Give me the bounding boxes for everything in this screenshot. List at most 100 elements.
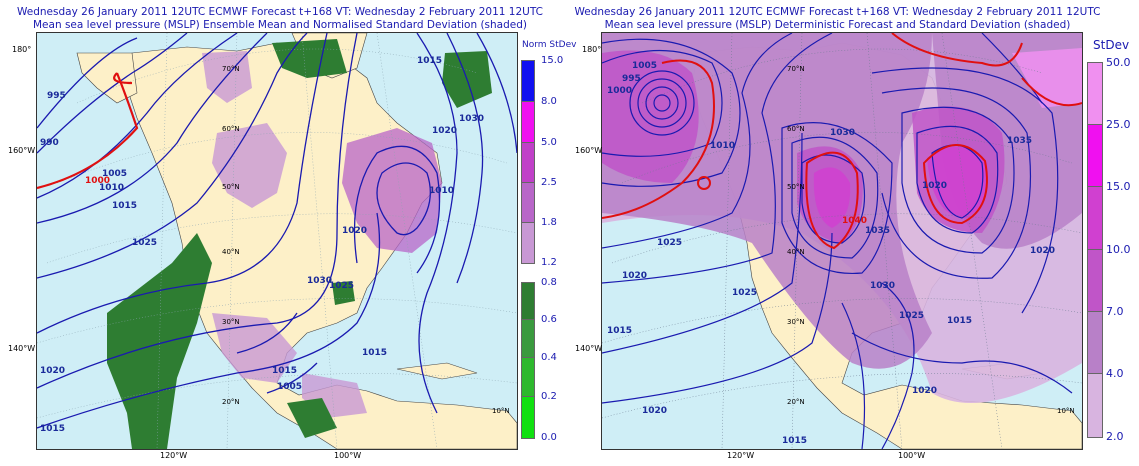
legend-value: 4.0 [1106,367,1124,380]
svg-text:70°N: 70°N [787,65,805,73]
svg-text:1020: 1020 [912,386,937,396]
right-title-line2: Mean sea level pressure (MSLP) Determini… [604,19,1071,31]
right-lon-label-120w: 120°W [727,451,755,460]
svg-text:1015: 1015 [947,316,972,326]
isobars [602,33,1073,449]
legend-swatch [521,282,535,321]
svg-text:1015: 1015 [272,366,297,376]
svg-text:1030: 1030 [830,128,855,138]
svg-text:995: 995 [622,74,641,84]
graticule [37,33,517,449]
svg-text:60°N: 60°N [222,125,240,133]
left-isobar-labels: 995 990 1000 1005 1010 1015 1025 1020 10… [40,56,484,434]
svg-text:1010: 1010 [710,141,735,151]
svg-text:1010: 1010 [429,186,454,196]
legend-swatch [521,396,535,439]
svg-text:1000: 1000 [607,86,632,96]
svg-text:1020: 1020 [1030,246,1055,256]
right-lat-label-180: 180° [582,45,602,54]
right-lat-label-160w: 160°W [575,146,603,155]
right-map: 1005 995 1000 1010 1030 1020 1025 1040 1… [601,32,1083,450]
legend-value: 7.0 [1106,305,1124,318]
legend-value: 2.0 [1106,430,1124,443]
legend-value: 10.0 [1106,243,1131,256]
legend-swatch [521,101,535,144]
legend-value: 0.4 [541,352,557,363]
svg-text:1005: 1005 [632,61,657,71]
svg-text:1035: 1035 [1007,136,1032,146]
shade-green-mexico [287,398,337,438]
legend-swatch [521,60,535,103]
legend-value: 15.0 [1106,180,1131,193]
svg-text:1030: 1030 [459,114,484,124]
legend-value: 0.0 [541,432,557,443]
left-title-line2: Mean sea level pressure (MSLP) Ensemble … [33,19,527,31]
svg-text:995: 995 [47,91,66,101]
legend-swatch [1087,249,1103,313]
legend-value: 50.0 [1106,56,1131,69]
legend-swatch [521,319,535,359]
shade-green-small [332,281,355,305]
svg-text:10°N: 10°N [1057,407,1075,415]
svg-text:60°N: 60°N [787,125,805,133]
legend-swatch [1087,124,1103,188]
legend-value: 1.8 [541,217,557,228]
svg-text:1025: 1025 [899,311,924,321]
land-alaska [76,52,138,104]
left-map-canvas: 995 990 1000 1005 1010 1015 1025 1020 10… [37,33,517,449]
right-lon-label-100w: 100°W [898,451,926,460]
legend-value: 0.8 [541,277,557,288]
legend-value: 15.0 [541,55,564,66]
legend-value: 5.0 [541,137,557,148]
legend-value: 2.5 [541,177,557,188]
svg-text:50°N: 50°N [787,183,805,191]
legend-swatch [1087,311,1103,375]
red-isobar-1000 [37,72,139,190]
legend-swatch [1087,373,1103,438]
legend-value: 0.2 [541,391,557,402]
legend-swatch [521,357,535,398]
shade-purple-east [342,128,442,253]
svg-text:1020: 1020 [922,181,947,191]
svg-text:1000: 1000 [85,176,110,186]
shade-purple-central [212,123,287,208]
svg-text:1005: 1005 [102,169,127,179]
right-isobar-labels: 1005 995 1000 1010 1030 1020 1025 1040 1… [607,61,1055,446]
svg-text:1025: 1025 [657,238,682,248]
left-legend-title: Norm StDev [522,40,577,50]
svg-text:1035: 1035 [865,226,890,236]
left-lon-label-120w: 120°W [160,451,188,460]
svg-text:40°N: 40°N [787,248,805,256]
svg-text:70°N: 70°N [222,65,240,73]
svg-text:1025: 1025 [329,281,354,291]
left-title-line1: Wednesday 26 January 2011 12UTC ECMWF Fo… [17,6,543,18]
svg-text:990: 990 [40,138,59,148]
svg-text:1020: 1020 [432,126,457,136]
right-title-line1: Wednesday 26 January 2011 12UTC ECMWF Fo… [574,6,1101,18]
svg-text:1020: 1020 [40,366,65,376]
left-lat-label-140w: 140°W [8,344,36,353]
left-lon-label-100w: 100°W [334,451,362,460]
svg-text:1040: 1040 [842,216,867,226]
svg-text:1015: 1015 [417,56,442,66]
shade-stdev-50-north [1012,48,1082,108]
svg-text:1015: 1015 [607,326,632,336]
legend-swatch [521,182,535,224]
svg-text:10°N: 10°N [492,407,510,415]
svg-text:30°N: 30°N [787,318,805,326]
shade-stdev-10-west [602,50,699,183]
shade-green-pacific [107,233,212,449]
land-cuba [396,362,478,380]
svg-text:1020: 1020 [622,271,647,281]
legend-swatch [521,222,535,264]
svg-text:1030: 1030 [307,276,332,286]
legend-value: 25.0 [1106,118,1131,131]
right-legend-title: StDev [1093,38,1130,52]
svg-text:1020: 1020 [342,226,367,236]
svg-text:1015: 1015 [782,436,807,446]
red-isobars [602,33,1082,250]
legend-value: 1.2 [541,257,557,268]
right-lat-label-140w: 140°W [575,344,603,353]
legend-value: 0.6 [541,314,557,325]
svg-text:1030: 1030 [870,281,895,291]
